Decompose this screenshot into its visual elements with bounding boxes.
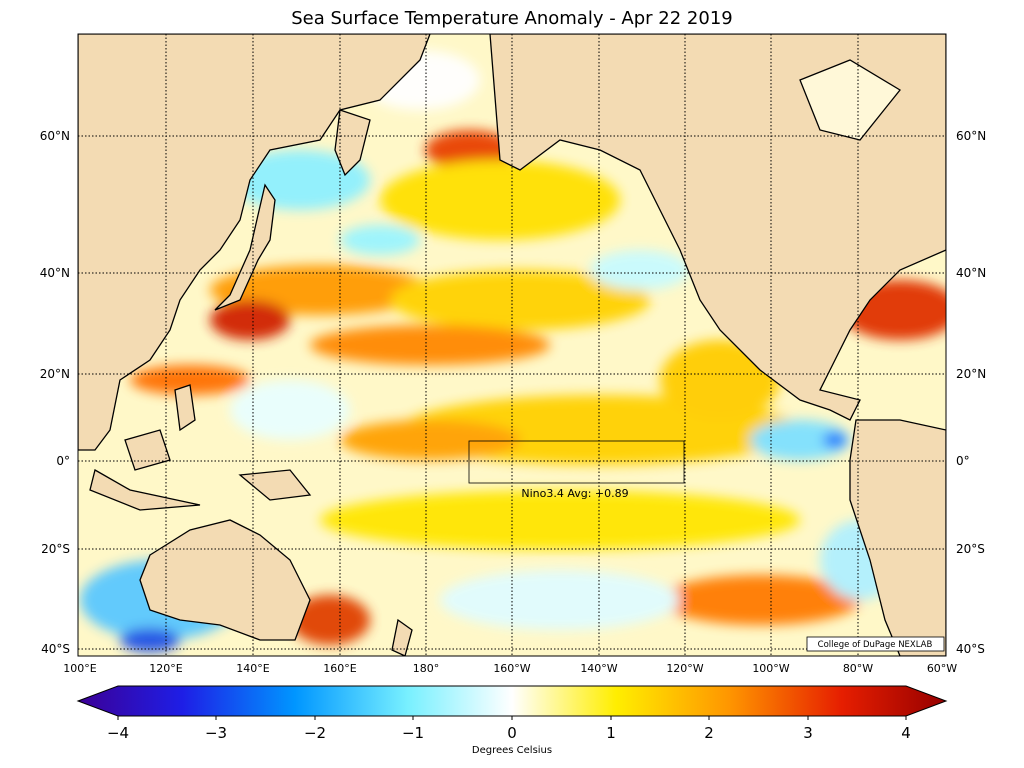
lon-label: 100°E bbox=[63, 662, 96, 675]
colorbar bbox=[76, 685, 948, 717]
colorbar-tick-label: 1 bbox=[606, 724, 616, 742]
graticule bbox=[78, 34, 946, 656]
colorbar-tick-label: 2 bbox=[704, 724, 714, 742]
ocean-field bbox=[78, 34, 946, 656]
land-masses bbox=[78, 34, 946, 656]
lon-label: 160°W bbox=[493, 662, 530, 675]
map-frame bbox=[77, 33, 947, 657]
nino34-box bbox=[468, 440, 685, 484]
colorbar-tick-label: −2 bbox=[304, 724, 326, 742]
lon-label: 140°W bbox=[580, 662, 617, 675]
lat-labels-left: 60°N 40°N 20°N 0° 20°S 40°S bbox=[40, 129, 70, 656]
credit-box bbox=[806, 636, 945, 652]
colorbar-label: Degrees Celsius bbox=[471, 745, 553, 756]
lon-label: 140°E bbox=[236, 662, 269, 675]
lon-label: 60°W bbox=[927, 662, 957, 675]
lon-label: 100°W bbox=[752, 662, 789, 675]
colorbar-tick-label: 3 bbox=[803, 724, 813, 742]
lon-label: 160°E bbox=[323, 662, 356, 675]
colorbar-tick-label: 0 bbox=[507, 724, 517, 742]
lat-label: 60°N bbox=[956, 129, 986, 143]
lon-label: 180° bbox=[413, 662, 440, 675]
lat-label: 60°N bbox=[40, 129, 70, 143]
lat-label: 20°N bbox=[956, 367, 986, 381]
lon-label: 80°W bbox=[843, 662, 873, 675]
lat-label: 40°S bbox=[41, 642, 70, 656]
colorbar-tick-label: −4 bbox=[107, 724, 129, 742]
lat-label: 40°S bbox=[956, 642, 985, 656]
colorbar-ticks bbox=[117, 716, 907, 720]
credit-text: College of DuPage NEXLAB bbox=[818, 640, 933, 650]
lat-label: 20°N bbox=[40, 367, 70, 381]
nino34-label: Nino3.4 Avg: +0.89 bbox=[521, 487, 628, 500]
map-title: Sea Surface Temperature Anomaly - Apr 22… bbox=[291, 8, 733, 29]
lat-label: 20°S bbox=[956, 542, 985, 556]
lat-label: 40°N bbox=[40, 266, 70, 280]
lat-labels-right: 60°N 40°N 20°N 0° 20°S 40°S bbox=[956, 129, 986, 656]
colorbar-tick-label: −1 bbox=[402, 724, 424, 742]
lon-label: 120°W bbox=[666, 662, 703, 675]
colorbar-tick-label: −3 bbox=[205, 724, 227, 742]
lon-labels: 100°E 120°E 140°E 160°E 180° 160°W 140°W… bbox=[63, 662, 957, 675]
lat-label: 20°S bbox=[41, 542, 70, 556]
lat-label: 0° bbox=[56, 454, 70, 468]
lat-label: 40°N bbox=[956, 266, 986, 280]
colorbar-tick-labels: −4 −3 −2 −1 0 1 2 3 4 bbox=[107, 724, 911, 742]
colorbar-tick-label: 4 bbox=[901, 724, 911, 742]
lat-label: 0° bbox=[956, 454, 970, 468]
lon-label: 120°E bbox=[149, 662, 182, 675]
